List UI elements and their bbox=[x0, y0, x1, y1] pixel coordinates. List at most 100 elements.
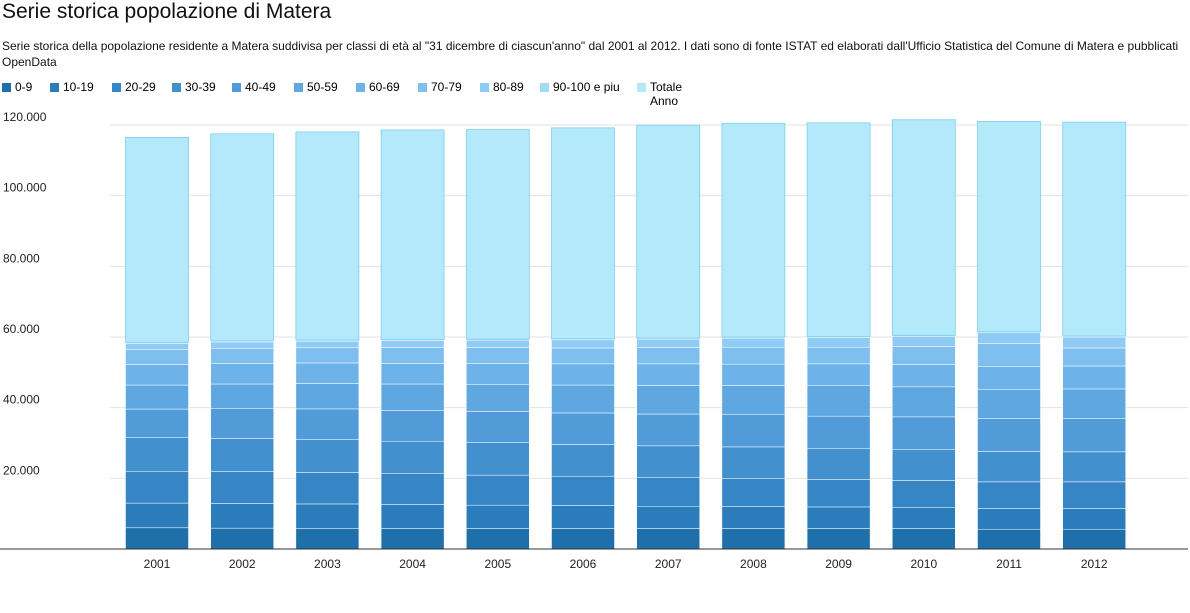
legend-label: 0-9 bbox=[15, 80, 33, 94]
bar-segment bbox=[977, 389, 1041, 419]
bar-segment bbox=[125, 349, 189, 365]
bar-segment bbox=[636, 445, 700, 478]
bar-segment bbox=[892, 336, 956, 347]
x-tick-label: 2008 bbox=[740, 557, 767, 571]
bar-segment bbox=[210, 527, 274, 550]
bar-segment bbox=[977, 343, 1041, 367]
bar-segment bbox=[295, 131, 360, 341]
legend-label: 80-89 bbox=[493, 80, 524, 94]
legend-label: 30-39 bbox=[185, 80, 216, 94]
bar-segment bbox=[125, 384, 189, 410]
bar-segment bbox=[125, 437, 189, 472]
bar-segment bbox=[125, 343, 189, 350]
bar-segment bbox=[125, 527, 189, 550]
bar-segment bbox=[295, 503, 360, 529]
bar-segment bbox=[380, 528, 445, 550]
bar-segment bbox=[892, 449, 956, 481]
bar-segment bbox=[977, 121, 1041, 333]
bar-segment bbox=[636, 385, 700, 415]
bar-segment bbox=[721, 346, 786, 365]
y-tick-label: 20.000 bbox=[3, 463, 40, 477]
y-tick-label: 100.000 bbox=[3, 181, 47, 195]
legend-swatch bbox=[294, 83, 303, 92]
bar-segment bbox=[210, 408, 274, 439]
bar-segment bbox=[295, 408, 360, 440]
bar-segment bbox=[380, 129, 445, 340]
chart-title: Serie storica popolazione di Matera bbox=[2, 0, 332, 23]
bar-segment bbox=[806, 448, 871, 480]
legend-label: 40-49 bbox=[245, 80, 276, 94]
bar-segment bbox=[551, 347, 615, 365]
bar-segment bbox=[380, 347, 445, 364]
y-tick-label: 40.000 bbox=[3, 393, 40, 407]
bar-segment bbox=[466, 474, 530, 506]
bar-segment bbox=[806, 363, 871, 387]
bar-segment bbox=[721, 122, 786, 338]
x-tick-label: 2006 bbox=[570, 557, 597, 571]
bar-segment bbox=[636, 124, 701, 339]
bar-segment bbox=[721, 337, 786, 348]
bar-segment bbox=[551, 528, 615, 550]
bar-segment bbox=[892, 346, 956, 365]
bar-segment bbox=[806, 346, 871, 365]
bar-segment bbox=[892, 528, 956, 550]
bar-segment bbox=[892, 386, 956, 418]
legend-label: 20-29 bbox=[125, 80, 156, 94]
bar-segment bbox=[1062, 451, 1126, 483]
bar-segment bbox=[721, 478, 786, 507]
bar-segment bbox=[210, 133, 275, 342]
bar-segment bbox=[891, 119, 956, 336]
x-tick-label: 2005 bbox=[484, 557, 511, 571]
bar-segment bbox=[1062, 508, 1126, 530]
x-tick-label: 2007 bbox=[655, 557, 682, 571]
bar-segment bbox=[551, 339, 615, 349]
bar-segment bbox=[1062, 388, 1126, 419]
legend: 0-9 10-19 20-29 30-39 40-49 50-59 60-69 70-79 80… bbox=[2, 80, 1188, 112]
bar-segment bbox=[466, 411, 530, 443]
bar-segment bbox=[977, 451, 1041, 483]
bar-segment bbox=[551, 505, 615, 529]
bar-segment bbox=[210, 341, 274, 349]
legend-swatch bbox=[2, 83, 11, 92]
y-tick-label: 60.000 bbox=[3, 322, 40, 336]
bar-segment bbox=[977, 418, 1041, 452]
bar-segment bbox=[210, 471, 274, 504]
bar-segment bbox=[466, 347, 530, 364]
bar-segment bbox=[977, 332, 1041, 344]
bar-segment bbox=[295, 340, 360, 349]
bar-segment bbox=[210, 383, 274, 409]
bar-segment bbox=[1062, 121, 1127, 337]
bar-segment bbox=[806, 385, 871, 417]
bar-segment bbox=[721, 506, 786, 529]
bar-segment bbox=[125, 364, 189, 386]
bar-segment bbox=[636, 477, 700, 507]
bar-segment bbox=[1062, 347, 1126, 367]
x-tick-label: 2004 bbox=[399, 557, 426, 571]
legend-swatch bbox=[480, 83, 489, 92]
bar-segment bbox=[721, 446, 786, 479]
y-tick-label: 120.000 bbox=[3, 110, 47, 124]
legend-label: 10-19 bbox=[63, 80, 94, 94]
bar-segment bbox=[210, 363, 274, 385]
bar-segment bbox=[551, 127, 615, 340]
x-tick-label: 2001 bbox=[144, 557, 171, 571]
bar-segment bbox=[125, 408, 189, 438]
bar-segment bbox=[806, 337, 871, 348]
bar-segment bbox=[636, 363, 700, 386]
bar-segment bbox=[636, 413, 700, 447]
x-tick-label: 2012 bbox=[1081, 557, 1108, 571]
bar-segment bbox=[466, 384, 530, 412]
bar-segment bbox=[977, 528, 1041, 550]
bar-segment bbox=[892, 416, 956, 450]
bar-segment bbox=[1062, 528, 1126, 550]
legend-swatch bbox=[540, 83, 549, 92]
bar-segment bbox=[125, 471, 189, 504]
bar-segment bbox=[295, 347, 360, 364]
chart-subtitle: Serie storica della popolazione resident… bbox=[2, 39, 1179, 69]
bar-segment bbox=[806, 479, 871, 508]
bar-segment bbox=[806, 122, 871, 338]
bar-segment bbox=[380, 440, 445, 474]
bar-segment bbox=[466, 339, 530, 348]
legend-swatch bbox=[637, 83, 646, 92]
